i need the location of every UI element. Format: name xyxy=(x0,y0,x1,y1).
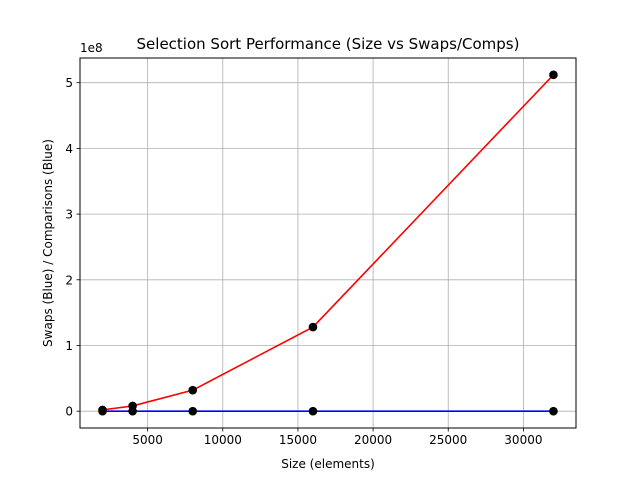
data-point-series-0 xyxy=(308,322,318,332)
y-tick-label: 3 xyxy=(65,208,73,222)
y-tick-label: 1 xyxy=(65,339,73,353)
x-tick-label: 10000 xyxy=(204,433,242,447)
x-axis-ticks: 5000 10000 15000 20000 25000 30000 xyxy=(132,428,542,447)
chart-title: Selection Sort Performance (Size vs Swap… xyxy=(137,35,520,53)
y-tick-label: 4 xyxy=(65,142,73,156)
y-tick-label: 0 xyxy=(65,405,73,419)
data-point-series-0 xyxy=(188,385,198,395)
x-tick-label: 15000 xyxy=(279,433,317,447)
x-tick-label: 25000 xyxy=(429,433,467,447)
marker-layer xyxy=(98,70,558,416)
x-axis-label: Size (elements) xyxy=(281,457,375,471)
y-axis-ticks: 0 1 2 3 4 5 xyxy=(65,76,80,419)
data-point-series-1 xyxy=(308,406,318,416)
x-tick-label: 5000 xyxy=(132,433,163,447)
y-tick-label: 5 xyxy=(65,76,73,90)
y-axis-offset-label: 1e8 xyxy=(80,41,103,55)
x-tick-label: 30000 xyxy=(504,433,542,447)
y-tick-label: 2 xyxy=(65,273,73,287)
x-tick-label: 20000 xyxy=(354,433,392,447)
data-point-series-1 xyxy=(188,406,198,416)
y-axis-label: Swaps (Blue) / Comparisons (Blue) xyxy=(41,139,55,347)
data-point-series-0 xyxy=(549,70,558,80)
data-point-series-1 xyxy=(549,406,558,416)
data-point-series-1 xyxy=(128,406,137,416)
plot-frame xyxy=(79,57,577,429)
data-point-series-1 xyxy=(98,406,107,416)
